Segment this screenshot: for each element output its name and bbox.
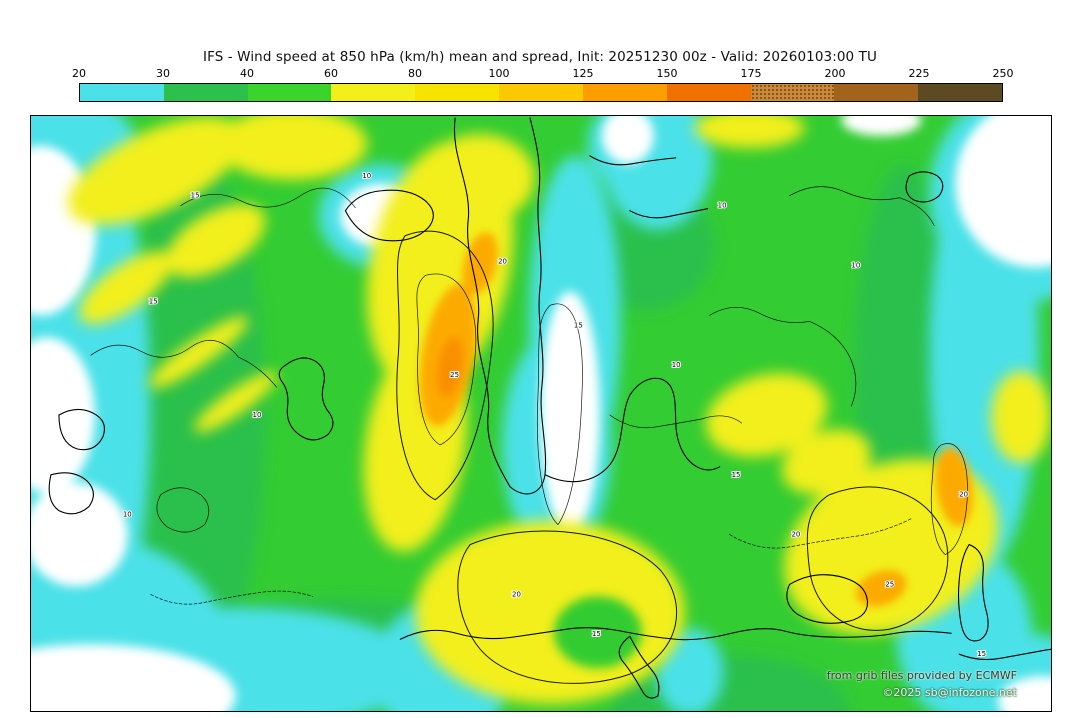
- colorbar-tick-label: 225: [908, 67, 930, 80]
- colorbar-segment: [247, 84, 332, 101]
- field-deep-orange-layer: [437, 337, 464, 397]
- contour-value-label: 15: [977, 650, 986, 658]
- contour-value-label: 15: [191, 192, 200, 200]
- colorbar-segment: [163, 84, 248, 101]
- contour-value-label: 10: [718, 202, 727, 210]
- coastline-layer: [48, 117, 1051, 699]
- contour-layer: [90, 186, 968, 684]
- wind-speed-map: 15 10 20 25 15 10 15 20 25 20 15 20 10 10 10 15 15 10 fro…: [30, 115, 1052, 712]
- colorbar-tick-label: 175: [740, 67, 762, 80]
- colorbar-tick-label: 250: [992, 67, 1014, 80]
- contour-value-label: 15: [574, 321, 583, 329]
- contour-value-label: 10: [253, 411, 262, 419]
- contour-value-label: 10: [851, 261, 860, 269]
- colorbar-segment: [750, 84, 835, 101]
- colorbar-segment: [918, 84, 1002, 101]
- map-attribution: from grib files provided by ECMWF ©2025 …: [827, 667, 1017, 701]
- colorbar-ticks: 20 30 40 60 80 100 125 150 175 200 225 250: [72, 67, 1014, 80]
- contour-value-label: 15: [149, 297, 158, 305]
- contour-value-label: 25: [450, 371, 459, 379]
- contour-labels: 15 10 20 25 15 10 15 20 25 20 15 20 10 10 10 15 15 10: [122, 171, 987, 659]
- contour-value-label: 10: [672, 361, 681, 369]
- map-title: IFS - Wind speed at 850 hPa (km/h) mean …: [203, 49, 877, 65]
- contour-value-label: 20: [792, 531, 801, 539]
- colorbar-segment: [666, 84, 751, 101]
- colorbar-tick-label: 100: [488, 67, 510, 80]
- contour-value-label: 10: [123, 511, 132, 519]
- colorbar-tick-label: 30: [156, 67, 170, 80]
- colorbar-segment: [415, 84, 500, 101]
- attribution-copyright: ©2025 sb@infozone.net: [882, 685, 1017, 699]
- colorbar-tick-label: 150: [656, 67, 678, 80]
- colorbar-tick-label: 80: [408, 67, 422, 80]
- colorbar-segments: [79, 83, 1003, 102]
- colorbar-segment: [331, 84, 416, 101]
- colorbar-tick-label: 20: [72, 67, 86, 80]
- colorbar-segment: [582, 84, 667, 101]
- contour-value-label: 20: [498, 258, 507, 266]
- contour-value-label: 10: [362, 172, 371, 180]
- colorbar-tick-label: 200: [824, 67, 846, 80]
- contour-value-label: 15: [592, 630, 601, 638]
- colorbar-segment: [499, 84, 583, 101]
- contour-value-label: 25: [885, 580, 894, 588]
- colorbar-segment: [834, 84, 919, 101]
- colorbar-tick-label: 60: [324, 67, 338, 80]
- colorbar-tick-label: 40: [240, 67, 254, 80]
- contour-value-label: 20: [959, 491, 968, 499]
- map-canvas: 15 10 20 25 15 10 15 20 25 20 15 20 10 10 10 15 15 10: [31, 116, 1051, 711]
- contour-value-label: 20: [512, 590, 521, 598]
- colorbar-tick-label: 125: [572, 67, 594, 80]
- colorbar-segment: [80, 84, 164, 101]
- contour-value-label: 15: [732, 471, 741, 479]
- attribution-source: from grib files provided by ECMWF: [826, 668, 1017, 682]
